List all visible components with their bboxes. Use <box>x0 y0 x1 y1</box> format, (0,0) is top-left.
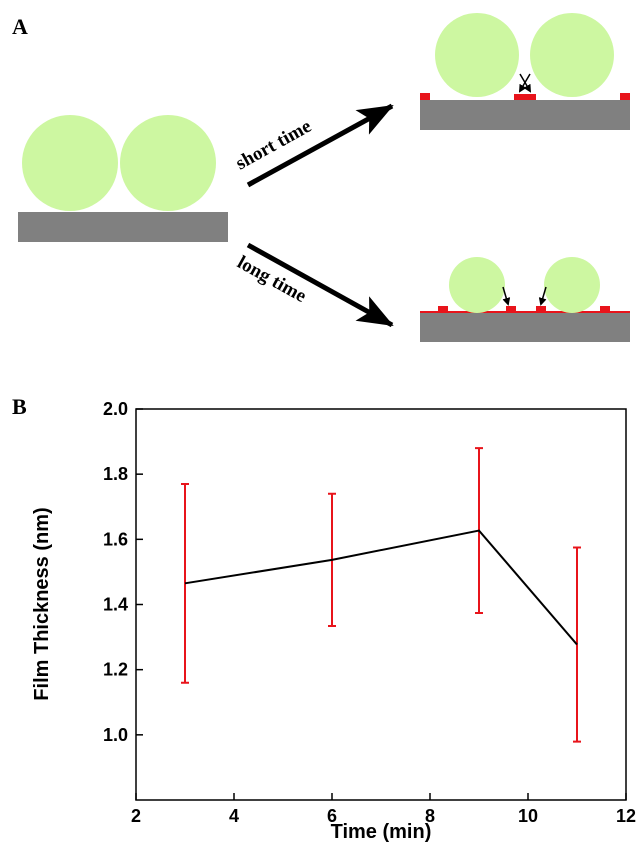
y-axis-title: Film Thickness (nm) <box>31 507 53 700</box>
x-tick-label: 2 <box>131 806 141 826</box>
y-tick-label: 1.4 <box>103 595 128 615</box>
residue <box>514 94 536 100</box>
small-arrow <box>541 287 546 304</box>
panel-a: A short time long time <box>12 13 630 342</box>
y-tick-label: 2.0 <box>103 399 128 419</box>
particle <box>530 13 614 97</box>
substrate <box>420 100 630 130</box>
particle <box>22 115 118 211</box>
x-tick-label: 4 <box>229 806 239 826</box>
x-tick-label: 8 <box>425 806 435 826</box>
panel-label: A <box>12 14 28 39</box>
data-line <box>185 531 577 645</box>
residue <box>536 306 546 312</box>
y-tick-label: 1.0 <box>103 725 128 745</box>
residue <box>438 306 448 312</box>
residue <box>620 93 630 100</box>
panel-b: B Time (min) Film Thickness (nm) 2 4 6 8 10 1… <box>12 394 636 843</box>
plot-frame <box>136 409 626 800</box>
particle <box>449 257 505 313</box>
x-axis-title: Time (min) <box>331 821 432 843</box>
particle <box>120 115 216 211</box>
y-tick-label: 1.6 <box>103 529 128 549</box>
particle <box>544 257 600 313</box>
y-tick-label: 1.8 <box>103 464 128 484</box>
small-arrow <box>503 287 508 304</box>
figure: A short time long time B Time (min) Film… <box>0 0 638 847</box>
x-tick-label: 12 <box>616 806 636 826</box>
residue <box>600 306 610 312</box>
x-tick-label: 10 <box>518 806 538 826</box>
panel-label: B <box>12 394 27 419</box>
y-tick-label: 1.2 <box>103 660 128 680</box>
substrate <box>420 312 630 342</box>
residue <box>506 306 516 312</box>
x-tick-label: 6 <box>327 806 337 826</box>
particle <box>435 13 519 97</box>
substrate <box>18 212 228 242</box>
residue <box>420 93 430 100</box>
arrow-label: short time <box>232 116 315 175</box>
